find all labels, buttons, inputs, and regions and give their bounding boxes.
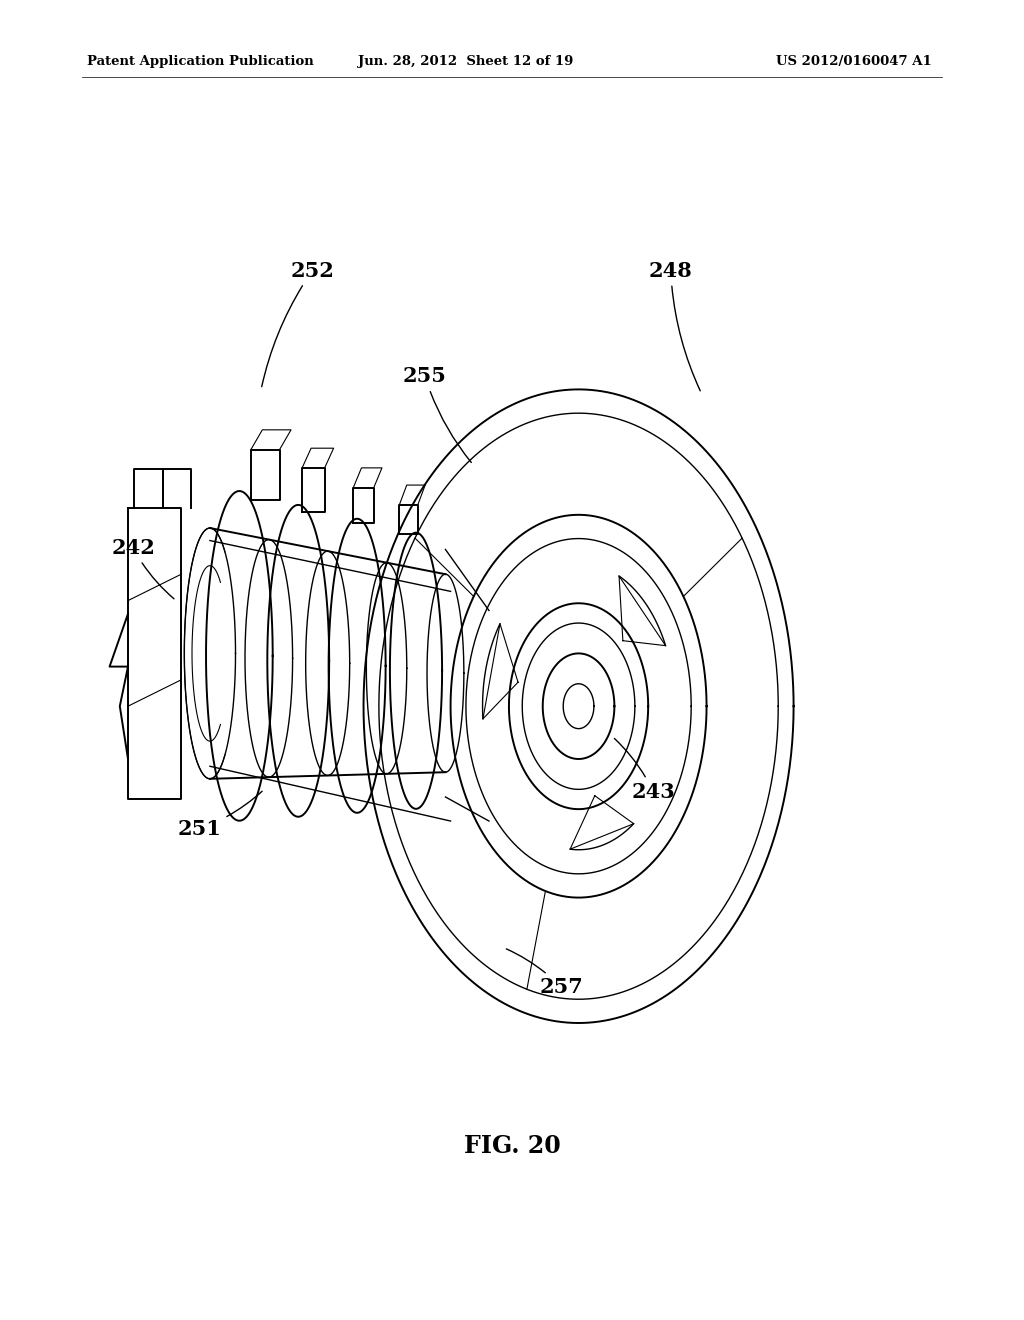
Text: FIG. 20: FIG. 20 [464,1134,560,1158]
Text: 242: 242 [112,537,174,599]
Text: 255: 255 [403,366,471,462]
Text: US 2012/0160047 A1: US 2012/0160047 A1 [776,55,932,67]
Text: 257: 257 [506,949,583,998]
Text: 252: 252 [262,260,334,387]
Text: Jun. 28, 2012  Sheet 12 of 19: Jun. 28, 2012 Sheet 12 of 19 [358,55,573,67]
Text: 248: 248 [649,260,700,391]
Text: Patent Application Publication: Patent Application Publication [87,55,313,67]
Text: 243: 243 [614,738,675,803]
Text: 251: 251 [178,791,262,840]
